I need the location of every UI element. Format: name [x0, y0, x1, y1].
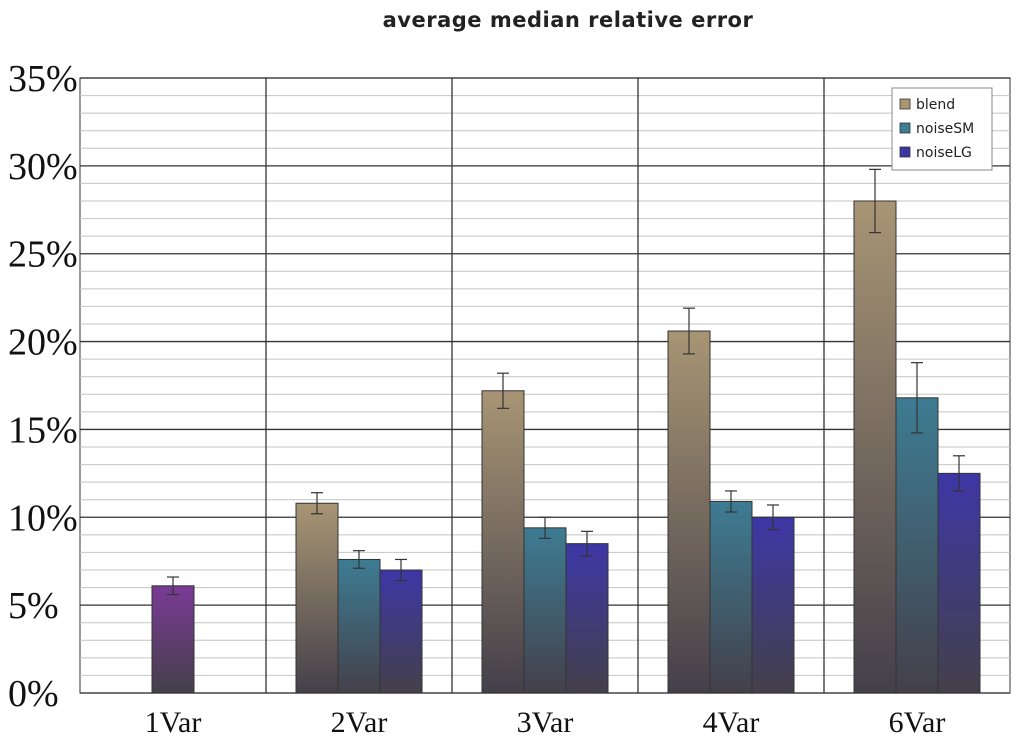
y-tick-label: 35%	[8, 58, 78, 100]
y-tick-label: 25%	[8, 234, 78, 276]
bar-noiseLG-6Var	[937, 472, 981, 694]
error-bar	[311, 492, 323, 515]
bar-blend-6Var	[853, 200, 897, 694]
error-bar	[497, 372, 509, 409]
y-axis-ticks: 0% 5% 10% 15% 20% 25% 30% 35%	[8, 58, 78, 715]
y-tick-label: 0%	[8, 673, 59, 715]
bar-1Var	[151, 585, 195, 694]
error-bar	[539, 516, 551, 539]
legend-label-noiseLG: noiseLG	[916, 145, 972, 161]
legend-label-noiseSM: noiseSM	[916, 121, 974, 137]
y-tick-label: 5%	[8, 585, 59, 627]
error-bar	[767, 504, 779, 531]
bar-blend-3Var	[481, 390, 525, 694]
y-tick-label: 20%	[8, 322, 78, 364]
legend-swatch-noiseSM	[899, 122, 911, 134]
legend-swatch-blend	[899, 98, 911, 110]
y-tick-label: 15%	[8, 409, 78, 451]
error-bar	[953, 455, 965, 492]
y-tick-label: 10%	[8, 497, 78, 539]
bar-noiseLG-4Var	[751, 516, 795, 694]
error-bar	[395, 558, 407, 582]
bar-noiseSM-6Var	[895, 397, 939, 694]
legend: blend noiseSM noiseLG	[891, 87, 993, 171]
x-tick-label: 3Var	[517, 706, 574, 739]
bar-noiseLG-2Var	[379, 569, 423, 694]
bar-blend-2Var	[295, 502, 339, 694]
bar-noiseSM-4Var	[709, 500, 753, 694]
bar-blend-4Var	[667, 330, 711, 694]
error-bar	[911, 362, 923, 434]
x-tick-label: 1Var	[145, 706, 202, 739]
error-bar	[725, 490, 737, 513]
legend-swatch-noiseLG	[899, 146, 911, 158]
error-bar	[167, 576, 179, 596]
error-bar	[683, 307, 695, 355]
x-axis-ticks: 1Var 2Var 3Var 4Var 6Var	[145, 706, 946, 739]
error-bar	[353, 550, 365, 569]
error-bar	[581, 530, 593, 557]
x-tick-label: 2Var	[331, 706, 388, 739]
bar-noiseLG-3Var	[565, 543, 609, 694]
y-tick-label: 30%	[8, 146, 78, 188]
bar-noiseSM-3Var	[523, 527, 567, 694]
bars	[151, 168, 981, 694]
legend-label-blend: blend	[916, 97, 955, 113]
bar-noiseSM-2Var	[337, 558, 381, 694]
x-tick-label: 6Var	[889, 706, 946, 739]
x-tick-label: 4Var	[703, 706, 760, 739]
chart-title: average median relative error	[383, 8, 754, 32]
error-bar	[869, 168, 881, 234]
